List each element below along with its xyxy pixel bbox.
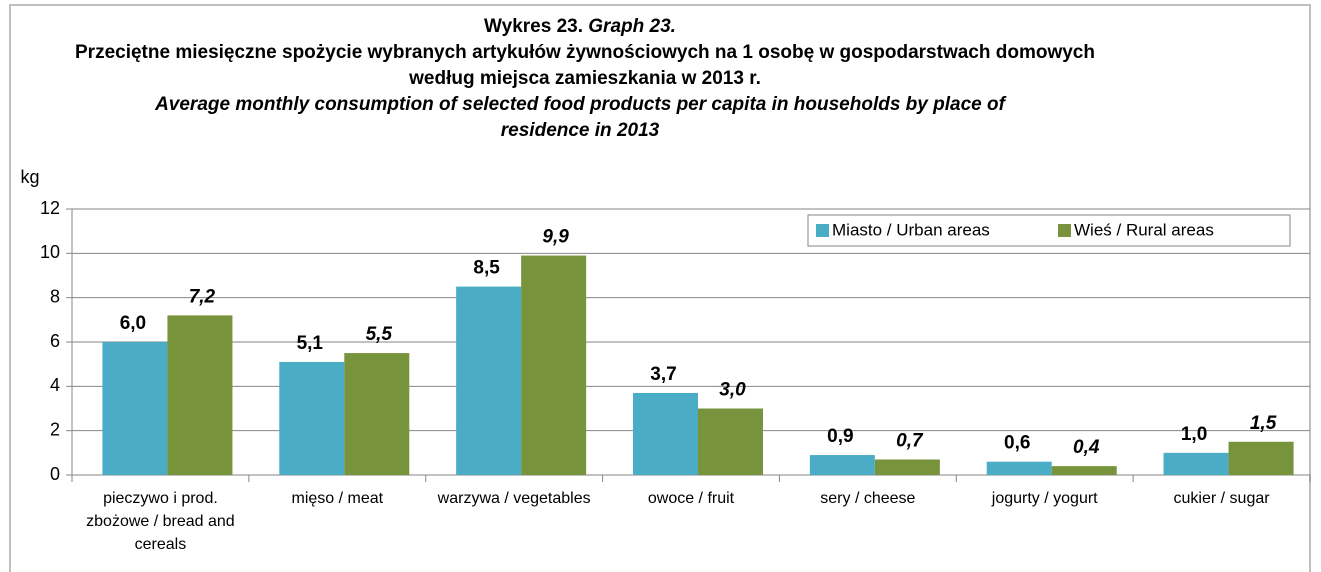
x-tick-label: jogurty / yogurt (991, 490, 1098, 507)
value-label: 0,4 (1073, 437, 1100, 458)
bar (1228, 441, 1294, 475)
bar (1163, 452, 1229, 475)
x-tick-label: cukier / sugar (1173, 490, 1270, 507)
bar (809, 455, 875, 475)
value-label: 6,0 (120, 313, 146, 334)
legend-swatch (816, 224, 829, 237)
y-tick-label: 2 (50, 419, 60, 439)
value-label: 3,7 (650, 364, 676, 385)
bar (633, 392, 698, 475)
x-tick-label: mięso / meat (291, 490, 384, 507)
legend-box (807, 214, 1291, 247)
bar (456, 286, 522, 475)
value-label: 7,2 (189, 286, 216, 307)
value-label: 0,6 (1004, 433, 1030, 454)
y-tick-label: 4 (50, 375, 60, 395)
bar (279, 361, 345, 475)
value-label: 5,5 (366, 324, 393, 345)
bar (698, 408, 763, 475)
bar (167, 315, 233, 475)
x-tick-label: warzywa / vegetables (437, 490, 591, 507)
x-tick-label: pieczywo i prod. zbożowe / bread and cer… (86, 490, 235, 553)
title-pl: Wykres 23. (484, 16, 583, 37)
value-label: 0,9 (827, 426, 853, 447)
value-label: 3,0 (719, 380, 746, 401)
value-label: 1,0 (1181, 424, 1207, 445)
y-axis-label: kg (20, 167, 39, 187)
bar (521, 255, 587, 475)
bar (1051, 466, 1117, 475)
value-label: 5,1 (297, 333, 324, 354)
y-tick-label: 12 (40, 198, 60, 218)
y-tick-label: 6 (50, 331, 60, 351)
y-tick-label: 10 (40, 242, 60, 262)
title-en: Graph 23. (588, 16, 676, 37)
frame (9, 4, 1311, 572)
legend-label: Miasto / Urban areas (832, 220, 990, 239)
bar (874, 459, 940, 475)
chart-subtitle: Przeciętne miesięczne spożycie wybranych… (75, 42, 1095, 89)
bar (344, 353, 410, 475)
chart-title: Wykres 23. Graph 23. (40, 14, 1120, 40)
chart-subtitle-en: Average monthly consumption of selected … (155, 94, 1005, 141)
y-tick-label: 8 (50, 286, 60, 306)
legend-label: Wieś / Rural areas (1074, 220, 1214, 239)
x-tick-label: sery / cheese (820, 490, 916, 507)
value-label: 8,5 (473, 258, 500, 279)
legend-swatch (1058, 224, 1071, 237)
value-label: 0,7 (896, 430, 924, 451)
value-label: 9,9 (542, 227, 569, 248)
x-tick-label: owoce / fruit (647, 490, 735, 507)
bar (986, 461, 1052, 475)
value-label: 1,5 (1250, 413, 1277, 434)
bar (102, 342, 168, 475)
y-tick-label: 0 (50, 464, 60, 484)
